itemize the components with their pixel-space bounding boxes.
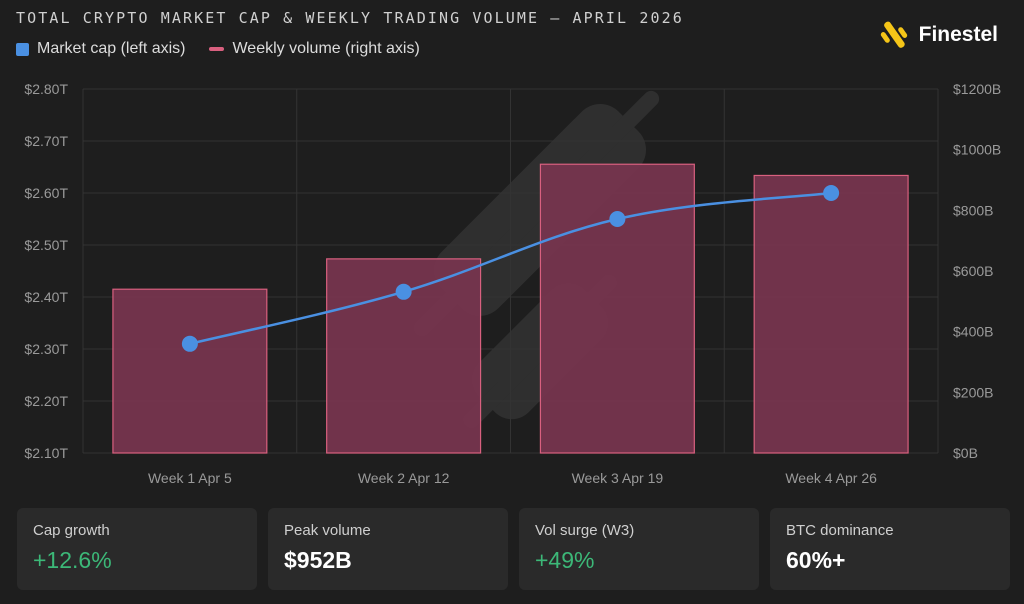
card-vol-surge: Vol surge (W3) +49% (519, 508, 759, 590)
right-tick-label: $200B (953, 384, 993, 400)
left-tick-label: $2.40T (24, 289, 68, 305)
x-tick-label: Week 2 Apr 12 (358, 470, 450, 486)
right-tick-label: $400B (953, 324, 993, 340)
legend-item-weekly-volume: Weekly volume (right axis) (209, 40, 420, 58)
right-tick-label: $0B (953, 445, 978, 461)
card-label: Vol surge (W3) (535, 522, 635, 539)
market-cap-point (181, 335, 198, 352)
left-tick-label: $2.50T (24, 237, 68, 253)
card-value: +12.6% (33, 547, 112, 573)
left-tick-label: $2.30T (24, 341, 68, 357)
legend-label-market-cap: Market cap (left axis) (37, 40, 186, 57)
right-axis-ticks: $1200B $1000B $800B $600B $400B $200B $0B (953, 81, 1001, 461)
card-label: BTC dominance (786, 522, 894, 539)
card-value: +49% (535, 547, 595, 573)
card-value: $952B (284, 547, 352, 573)
left-tick-label: $2.80T (24, 81, 68, 97)
legend-item-market-cap: Market cap (left axis) (16, 40, 185, 58)
card-label: Peak volume (284, 522, 371, 539)
right-tick-label: $600B (953, 263, 993, 279)
market-cap-line (189, 191, 832, 346)
legend-swatch-weekly-volume (209, 47, 225, 51)
left-axis-ticks: $2.80T $2.70T $2.60T $2.50T $2.40T $2.30T $2.2… (24, 81, 68, 461)
right-tick-label: $1200B (953, 81, 1001, 97)
chart-title: TOTAL CRYPTO MARKET CAP & WEEKLY TRADING… (16, 9, 684, 27)
combo-chart: $2.80T $2.70T $2.60T $2.50T $2.40T $2.30T $2.2… (24, 81, 1001, 486)
brand-logo: Finestel (879, 18, 998, 52)
legend-swatch-market-cap (16, 42, 29, 56)
brand-candlestick-icon (880, 21, 907, 48)
volume-bar (112, 288, 268, 454)
x-tick-label: Week 3 Apr 19 (572, 470, 664, 486)
volume-bar (539, 163, 695, 454)
legend-label-weekly-volume: Weekly volume (right axis) (232, 40, 420, 57)
right-tick-label: $800B (953, 202, 993, 218)
chart-legend: Market cap (left axis) Weekly volume (ri… (16, 40, 420, 58)
volume-bar (753, 174, 909, 454)
left-tick-label: $2.70T (24, 133, 68, 149)
left-tick-label: $2.60T (24, 185, 68, 201)
card-value: 60%+ (786, 547, 846, 573)
left-tick-label: $2.10T (24, 445, 68, 461)
x-tick-label: Week 4 Apr 26 (785, 470, 877, 486)
card-btc-dominance: BTC dominance 60%+ (770, 508, 1010, 590)
card-label: Cap growth (33, 522, 110, 539)
left-tick-label: $2.20T (24, 393, 68, 409)
market-cap-point (395, 283, 412, 300)
card-peak-volume: Peak volume $952B (268, 508, 508, 590)
summary-cards: Cap growth +12.6% Peak volume $952B Vol … (17, 508, 1010, 590)
right-tick-label: $1000B (953, 142, 1001, 158)
market-cap-points (181, 185, 840, 352)
x-axis-labels: Week 1 Apr 5 Week 2 Apr 12 Week 3 Apr 19 We… (148, 470, 877, 486)
market-cap-point (823, 185, 840, 201)
card-cap-growth: Cap growth +12.6% (17, 508, 257, 590)
volume-bars (112, 163, 909, 454)
x-tick-label: Week 1 Apr 5 (148, 470, 232, 486)
market-cap-point (609, 211, 626, 227)
brand-name: Finestel (918, 23, 998, 46)
